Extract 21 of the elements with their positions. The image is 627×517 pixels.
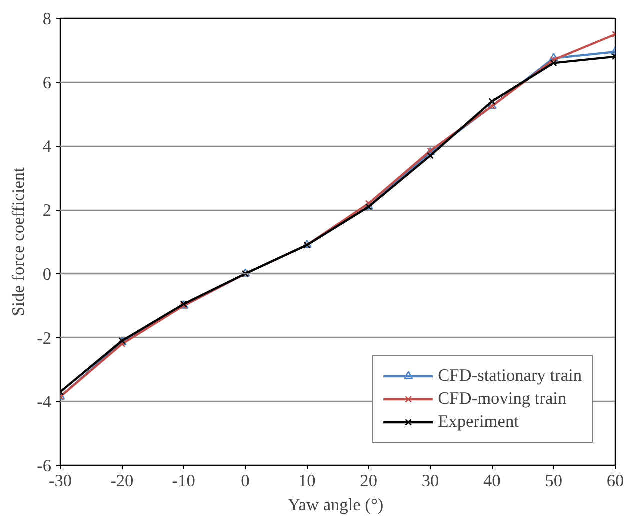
x-tick-label: 20 [360,472,378,490]
x-tick-label: 40 [484,472,501,490]
y-tick-label: 2 [42,201,52,220]
x-tick-label: 50 [545,472,562,490]
x-tick-label: 30 [422,472,440,490]
y-tick-label: -2 [37,328,52,348]
x-tick-label: 60 [606,472,624,490]
legend-label: CFD-moving train [438,389,567,409]
x-tick-label: -20 [110,472,134,490]
legend-label: Experiment [438,412,519,432]
y-tick-label: -4 [37,392,52,412]
x-tick-label: -10 [172,472,196,490]
legend-label: CFD-stationary train [438,366,582,386]
y-tick-label: 0 [42,264,52,284]
y-tick-label: 8 [42,10,52,28]
x-axis-title: Yaw angle (°) [288,496,384,514]
x-tick-label: 10 [298,472,316,490]
y-tick-label: 6 [42,73,52,92]
x-tick-label: 0 [241,472,250,490]
y-tick-label: 4 [42,137,52,156]
y-axis-title: Side force coefficient [9,167,28,316]
